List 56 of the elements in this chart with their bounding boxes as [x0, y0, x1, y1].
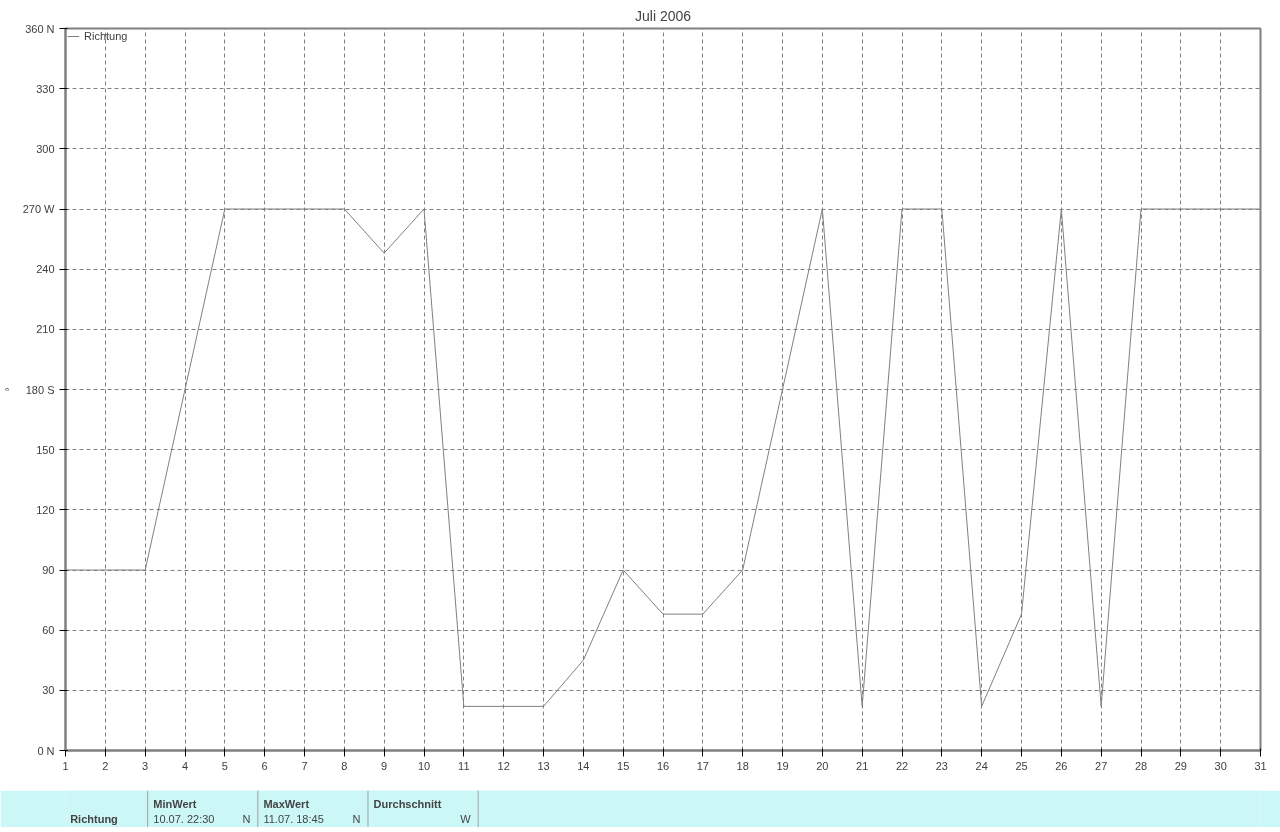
x-tick-label: 7	[301, 759, 308, 772]
text: MinWert	[153, 797, 197, 810]
x-tick-label: 15	[617, 759, 630, 772]
y-tick-label: 180 S	[25, 383, 55, 396]
x-tick-label: 17	[696, 759, 709, 772]
y-tick-label: 150	[36, 443, 55, 456]
x-tick-label: 8	[341, 759, 348, 772]
x-tick-label: 29	[1174, 759, 1187, 772]
x-tick-label: 12	[497, 759, 510, 772]
x-tick-label: 2	[102, 759, 109, 772]
x-tick-label: 1	[62, 759, 69, 772]
y-tick-label: 360 N	[25, 22, 55, 35]
y-tick-label: 300	[36, 142, 55, 155]
x-tick-label: 4	[181, 759, 189, 772]
y-tick-label: 210	[36, 323, 55, 336]
text: 10.07. 22:30	[153, 812, 215, 825]
x-tick-label: 9	[381, 759, 388, 772]
y-tick-label: 330	[36, 82, 55, 95]
x-tick-label: 25	[1015, 759, 1028, 772]
chart-title: Juli 2006	[634, 7, 692, 24]
y-tick-label: 0 N	[37, 744, 55, 757]
x-tick-label: 27	[1095, 759, 1108, 772]
x-tick-label: 16	[656, 759, 670, 772]
text: Richtung	[84, 30, 128, 42]
text: N	[242, 812, 251, 825]
x-tick-label: 18	[736, 759, 749, 772]
text: W	[460, 812, 472, 825]
text: Richtung	[70, 812, 118, 825]
x-tick-label: 13	[537, 759, 550, 772]
y-tick-label: 60	[42, 624, 55, 637]
x-tick-label: 14	[577, 759, 590, 772]
text: MaxWert	[263, 797, 310, 810]
x-tick-label: 23	[935, 759, 948, 772]
y-tick-label: 30	[42, 684, 55, 697]
y-tick-label: 240	[36, 263, 55, 276]
x-tick-label: 26	[1055, 759, 1068, 772]
x-tick-label: 22	[895, 759, 909, 772]
x-tick-label: 6	[261, 759, 268, 772]
x-tick-label: 21	[856, 759, 869, 772]
y-tick-label: 270 W	[22, 203, 56, 215]
text: Durchschnitt	[373, 797, 442, 810]
text: 11.07. 18:45	[263, 812, 324, 825]
x-tick-label: 3	[142, 759, 149, 772]
x-tick-label: 19	[776, 759, 789, 772]
x-tick-label: 31	[1254, 759, 1267, 772]
x-tick-label: 20	[816, 759, 829, 772]
y-axis-title: °	[3, 387, 15, 392]
x-tick-label: 11	[458, 759, 470, 772]
x-tick-label: 24	[975, 759, 988, 772]
y-tick-label: 120	[36, 503, 55, 516]
x-tick-label: 10	[417, 759, 431, 772]
x-tick-label: 30	[1214, 759, 1227, 772]
y-tick-label: 90	[42, 564, 55, 576]
x-tick-label: 28	[1134, 759, 1148, 772]
x-tick-label: 5	[221, 759, 228, 772]
text: N	[352, 812, 361, 825]
